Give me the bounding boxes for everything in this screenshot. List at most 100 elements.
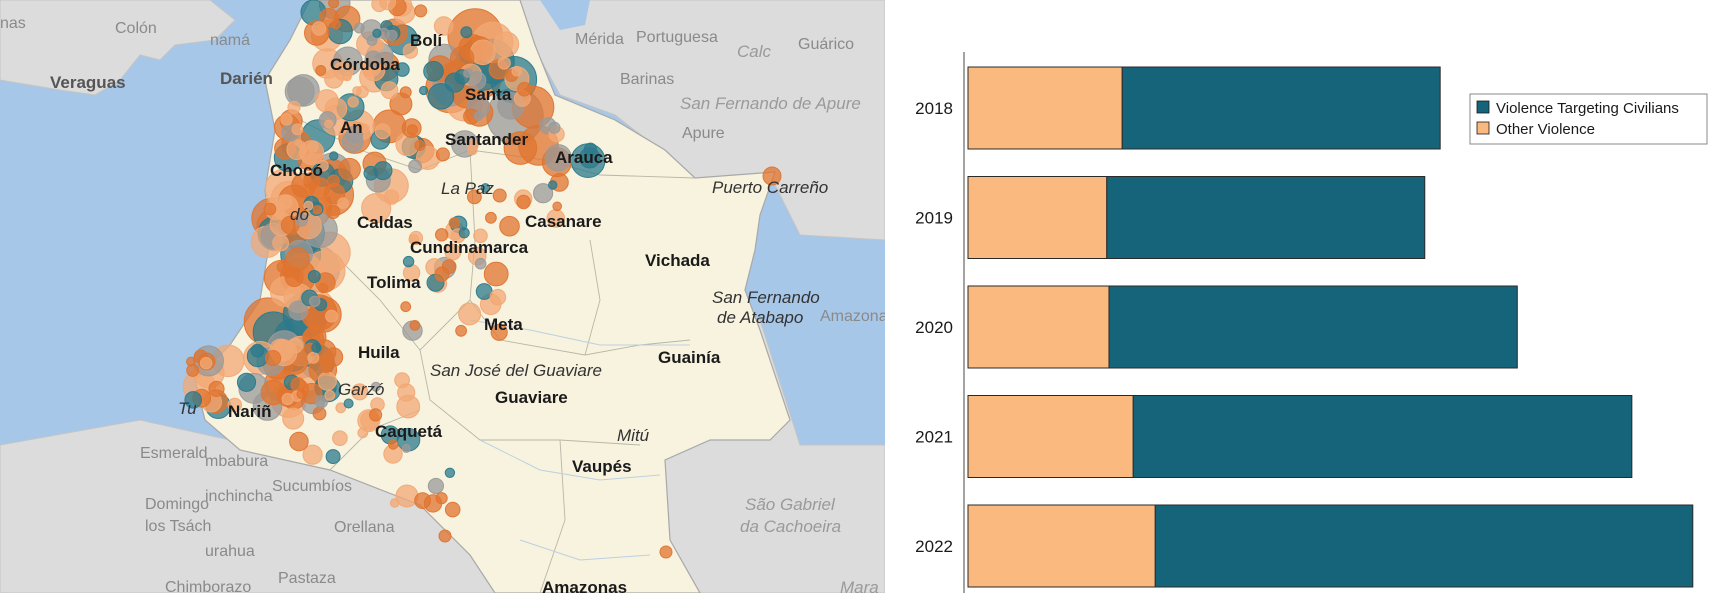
event-dot: [361, 193, 392, 224]
event-dot: [287, 100, 301, 114]
event-dot: [320, 361, 333, 374]
event-dot: [314, 395, 328, 409]
map-label-meta: Meta: [484, 315, 523, 334]
event-dot: [317, 371, 337, 391]
map-label-santander: Santander: [445, 130, 529, 149]
map-label-merida: Mérida: [575, 31, 624, 48]
event-dot: [409, 320, 421, 331]
event-dot: [423, 60, 444, 82]
event-dot: [357, 427, 369, 439]
chart-legend[interactable]: Violence Targeting Civilians Other Viole…: [1469, 93, 1708, 145]
event-dot: [338, 157, 361, 181]
event-dot: [318, 283, 329, 294]
event-dot: [583, 142, 598, 157]
event-dot: [389, 498, 400, 508]
event-dot: [435, 492, 448, 505]
event-dot: [359, 123, 370, 134]
event-dot: [312, 205, 323, 215]
event-dot: [284, 76, 315, 107]
event-dot: [307, 141, 319, 153]
event-dot: [455, 324, 468, 337]
map-label-san-jose: San José del Guaviare: [430, 361, 602, 380]
event-dot: [533, 183, 554, 204]
event-dot: [414, 492, 432, 510]
event-dot: [369, 408, 383, 422]
event-dot: [342, 71, 352, 82]
event-dot: [548, 180, 558, 190]
event-dot: [493, 31, 520, 58]
map-label-antioquia: An: [340, 118, 363, 137]
event-dot: [458, 227, 470, 239]
event-dot: [503, 131, 538, 165]
border-line: [539, 439, 566, 593]
event-dot: [544, 144, 572, 172]
y-tick-label-2020: 2020: [915, 318, 953, 337]
event-dot: [291, 123, 304, 136]
stacked-bar-chart: 2018 2019 2020 2021 2022 Violence Targeting …: [885, 0, 1736, 593]
event-dot: [485, 211, 497, 224]
event-dot: [438, 529, 452, 543]
legend-swatch-other: [1476, 121, 1490, 135]
event-dot: [458, 302, 482, 326]
event-dot: [408, 159, 423, 174]
event-dot: [372, 28, 382, 38]
event-dot: [311, 342, 322, 353]
event-dot: [335, 402, 347, 414]
event-dot: [517, 81, 532, 97]
event-dot: [325, 309, 338, 323]
event-dot: [516, 194, 531, 210]
event-dot: [444, 243, 462, 261]
map-label-san-fernando-atabapo-2: de Atabapo: [717, 308, 803, 327]
event-dot: [402, 255, 415, 268]
map-label-sao-gabriel-1: São Gabriel: [745, 495, 836, 514]
map-label-santo-domingo-1: Domingo: [145, 496, 209, 513]
map-label-narino: Nariñ: [228, 402, 271, 421]
border-line: [584, 239, 601, 356]
event-dot: [351, 383, 369, 401]
event-dot: [406, 124, 418, 136]
event-dot: [227, 397, 243, 413]
map-label-esmeraldas: Esmerald: [140, 445, 208, 462]
event-dot: [473, 111, 484, 121]
event-dot: [345, 125, 364, 144]
event-dot: [311, 21, 327, 36]
event-dot: [208, 380, 225, 397]
river-line: [479, 439, 661, 481]
map-label-vaupes: Vaupés: [572, 457, 632, 476]
map-label-santo-domingo-2: los Tsách: [145, 518, 211, 535]
bar-2020-violence-targeting-civilians: [1108, 285, 1518, 369]
event-dot: [307, 351, 320, 364]
event-dot: [324, 119, 334, 129]
map-label-darien: Darién: [220, 69, 273, 88]
event-map[interactable]: nas Colón namá Veraguas Darién Bolí Córd…: [0, 0, 885, 593]
panama-land: [0, 0, 236, 96]
legend-box: [1469, 93, 1708, 145]
event-dot: [371, 0, 388, 13]
event-dot: [282, 407, 305, 430]
event-dot: [328, 0, 340, 9]
event-dot: [400, 301, 412, 313]
event-dot: [364, 50, 382, 68]
event-dot: [272, 234, 290, 252]
map-label-casanare: Casanare: [525, 212, 602, 231]
bars-layer: [967, 66, 1694, 588]
event-dot: [427, 83, 455, 110]
bar-2019-other-violence: [967, 176, 1108, 259]
event-dot: [324, 69, 344, 89]
map-label-garzon: Garzó: [338, 380, 384, 399]
event-dot: [474, 257, 487, 270]
river-line: [519, 539, 651, 561]
event-dot: [444, 467, 456, 478]
event-dot: [473, 228, 488, 244]
event-dot: [395, 62, 410, 77]
event-dot: [366, 35, 378, 46]
event-dot: [289, 431, 309, 452]
map-label-apure: Apure: [682, 125, 725, 142]
event-dot: [374, 123, 391, 140]
event-dot: [337, 197, 349, 209]
map-label-mara: Mara: [840, 578, 879, 593]
map-label-pichincha: inchincha: [205, 488, 273, 505]
event-dot: [394, 372, 411, 389]
event-dot: [315, 65, 327, 76]
event-dot: [497, 56, 511, 70]
